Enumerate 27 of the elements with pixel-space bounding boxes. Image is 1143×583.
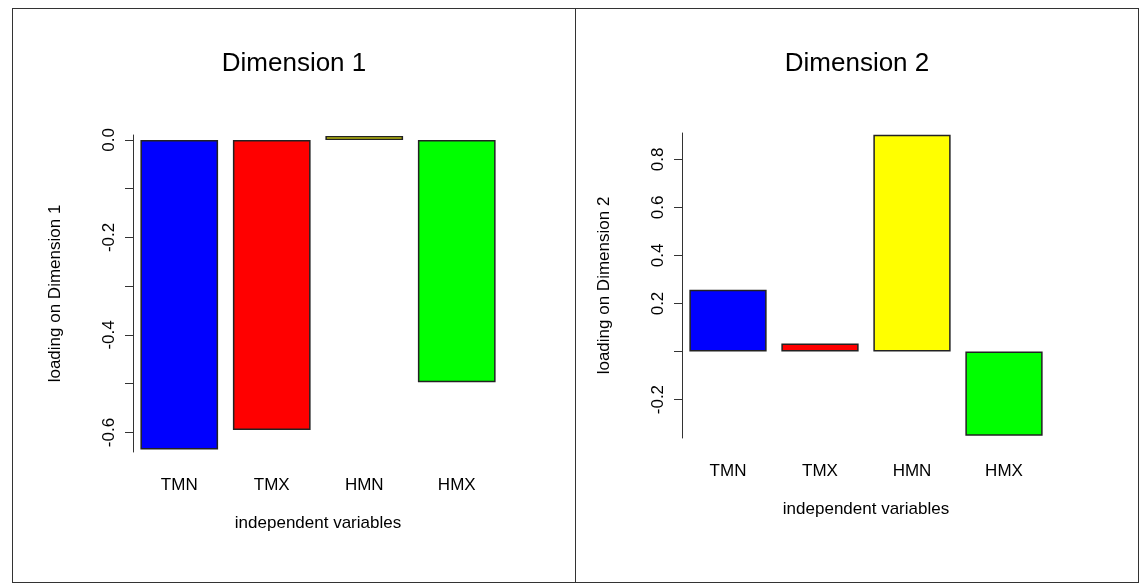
bar <box>965 351 1043 436</box>
x-tick-label: TMX <box>253 475 290 494</box>
x-tick-label: HMN <box>892 461 932 480</box>
y-tick-label: -0.2 <box>648 384 667 415</box>
y-tick-label: 0.2 <box>648 291 667 316</box>
y-tick-label: 0.8 <box>648 147 667 172</box>
y-axis-title: loading on Dimension 1 <box>45 204 64 383</box>
x-tick-label: TMX <box>802 461 838 480</box>
bar <box>781 343 859 352</box>
bar <box>873 134 951 352</box>
x-tick-label: HMX <box>437 475 476 494</box>
y-tick-label: 0.6 <box>648 195 667 220</box>
y-tick-label: -0.6 <box>99 417 118 448</box>
x-axis-title: independent variables <box>782 499 950 518</box>
x-tick-label: HMX <box>985 461 1023 480</box>
x-tick-label: HMN <box>344 475 384 494</box>
y-axis-title: loading on Dimension 2 <box>594 196 613 375</box>
chart-title: Dimension 1 <box>221 47 367 77</box>
x-tick-label: TMN <box>160 475 198 494</box>
chart-title: Dimension 2 <box>784 47 930 77</box>
bar <box>689 289 767 352</box>
y-tick-label: -0.4 <box>99 320 118 350</box>
x-axis-title: independent variables <box>234 513 402 532</box>
y-tick-label: -0.2 <box>99 222 118 253</box>
y-tick-label: 0.0 <box>99 128 118 152</box>
x-tick-label: TMN <box>709 461 747 480</box>
y-tick-label: 0.4 <box>648 243 667 268</box>
